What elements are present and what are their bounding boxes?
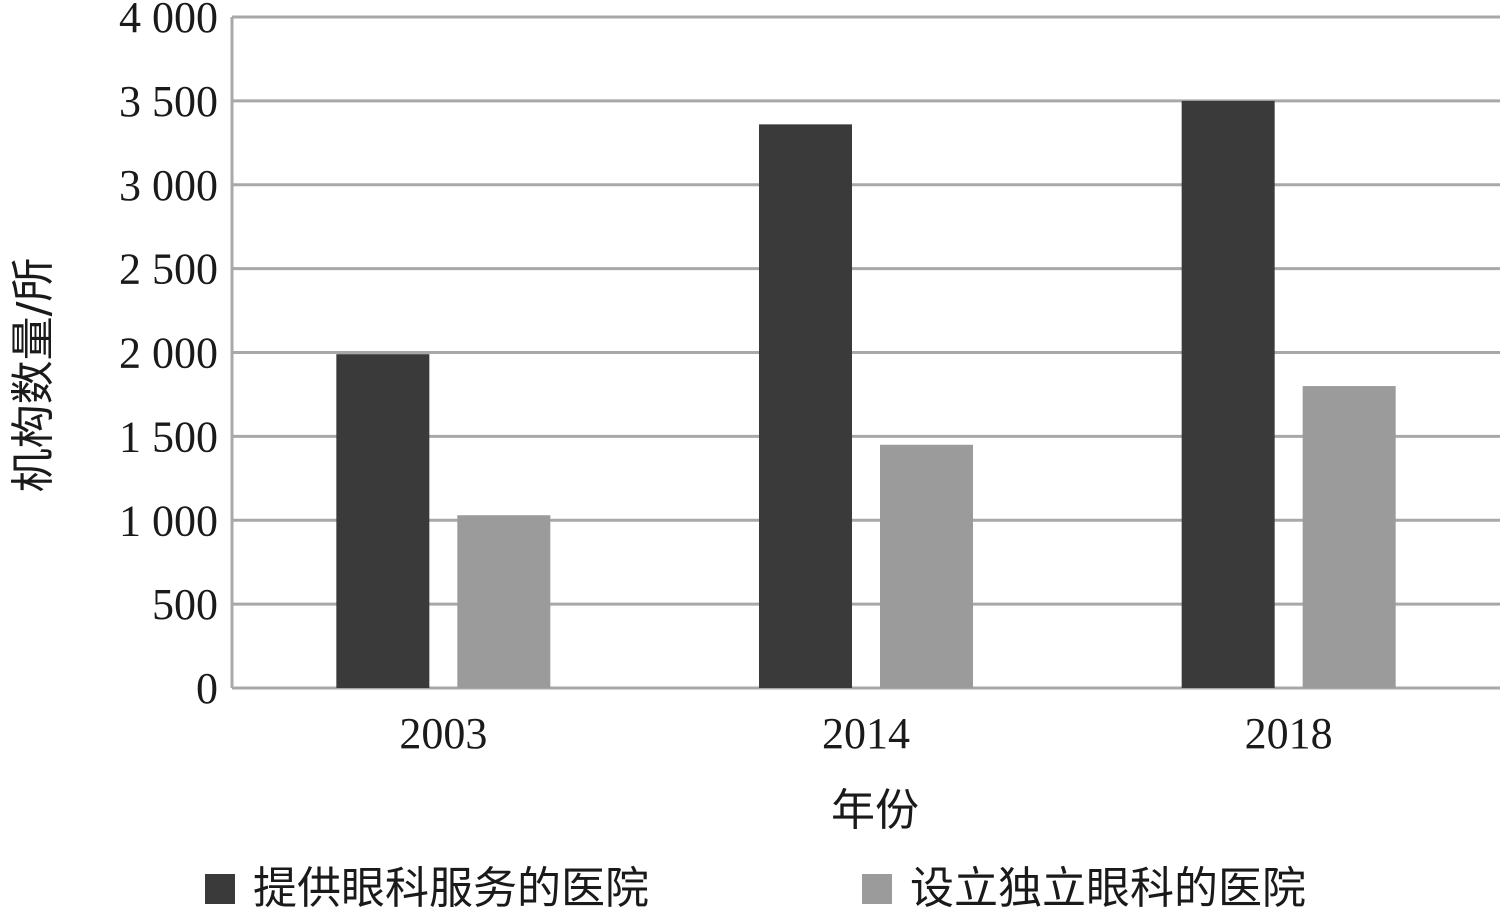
bar-1-2018 — [1181, 100, 1275, 688]
y-tick-label: 1 000 — [119, 496, 218, 545]
y-tick-label: 3 500 — [119, 77, 218, 126]
x-axis-ticks: 2003 2014 2018 — [399, 709, 1332, 758]
x-tick-label: 2014 — [822, 709, 910, 758]
y-tick-label: 4 000 — [119, 0, 218, 42]
y-tick-label: 2 000 — [119, 329, 218, 378]
y-axis-title: 机构数量/所 — [8, 258, 59, 493]
y-tick-label: 1 500 — [119, 412, 218, 461]
bar-2-2003 — [457, 515, 551, 688]
y-axis-ticks: 0 500 1 000 1 500 2 000 2 500 3 000 3 500 4 000 — [119, 0, 218, 713]
bars — [336, 100, 1396, 689]
x-tick-label: 2018 — [1245, 709, 1333, 758]
legend-swatch — [862, 874, 892, 904]
x-axis-title: 年份 — [831, 785, 919, 836]
bar-2-2018 — [1302, 386, 1396, 688]
y-tick-label: 500 — [152, 580, 218, 629]
legend-label: 提供眼科服务的医院 — [253, 863, 649, 914]
bar-1-2003 — [336, 354, 430, 688]
y-tick-label: 0 — [196, 664, 218, 713]
bar-1-2014 — [759, 124, 852, 689]
y-tick-label: 3 000 — [119, 161, 218, 210]
legend-label: 设立独立眼科的医院 — [910, 863, 1306, 914]
x-tick-label: 2003 — [399, 709, 487, 758]
gridlines — [230, 15, 1500, 690]
legend: 提供眼科服务的医院 设立独立眼科的医院 — [205, 863, 1306, 914]
bar-2-2014 — [880, 444, 973, 688]
legend-swatch — [205, 874, 235, 904]
y-tick-label: 2 500 — [119, 245, 218, 294]
